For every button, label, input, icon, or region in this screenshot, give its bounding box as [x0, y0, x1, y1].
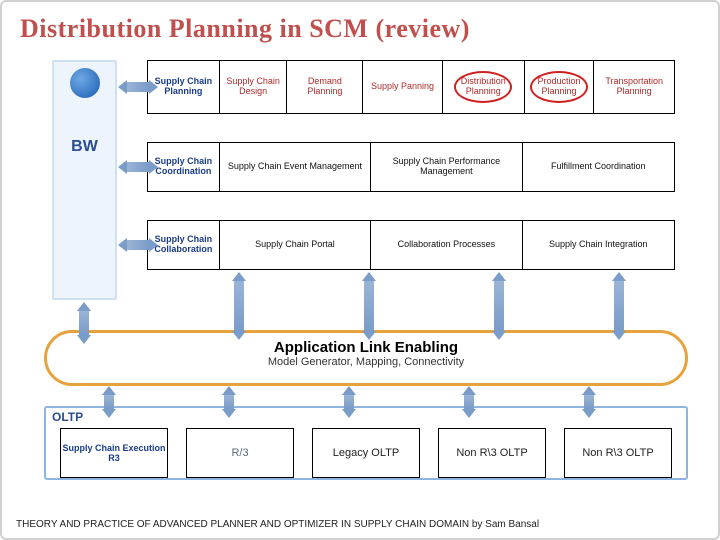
arrow-vertical-icon: [612, 272, 626, 340]
row-0-cell-4: Production Planning: [525, 61, 595, 113]
bw-label: BW: [71, 138, 98, 156]
oltp-box-3: Non R\3 OLTP: [438, 428, 546, 478]
row-0-cell-0: Supply Chain Design: [220, 61, 288, 113]
arrow-vertical-icon: [232, 272, 246, 340]
ale-subtitle: Model Generator, Mapping, Connectivity: [47, 356, 685, 368]
arrow-horizontal-icon: [118, 238, 158, 252]
footer-text: THEORY AND PRACTICE OF ADVANCED PLANNER …: [16, 519, 539, 530]
grid-row-0: Supply Chain PlanningSupply Chain Design…: [147, 60, 675, 114]
oltp-box-1: R/3: [186, 428, 294, 478]
page-title: Distribution Planning in SCM (review): [2, 2, 718, 50]
row-2-cell-2: Supply Chain Integration: [523, 221, 674, 269]
row-0-cell-5: Transportation Planning: [594, 61, 674, 113]
row-1-cell-1: Supply Chain Performance Management: [371, 143, 522, 191]
oltp-box-0: Supply Chain Execution R3: [60, 428, 168, 478]
arrow-vertical-icon: [492, 272, 506, 340]
oltp-box-2: Legacy OLTP: [312, 428, 420, 478]
grid-row-1: Supply Chain CoordinationSupply Chain Ev…: [147, 142, 675, 192]
oltp-label: OLTP: [52, 410, 83, 424]
arrow-horizontal-icon: [118, 80, 158, 94]
arrow-vertical-icon: [102, 386, 116, 418]
row-0-cell-2: Supply Panning: [363, 61, 443, 113]
row-2-cell-0: Supply Chain Portal: [220, 221, 371, 269]
arrow-vertical-icon: [342, 386, 356, 418]
oltp-box-4: Non R\3 OLTP: [564, 428, 672, 478]
row-1-cell-0: Supply Chain Event Management: [220, 143, 371, 191]
arrow-vertical-icon: [77, 302, 91, 344]
row-0-cell-3: Distribution Planning: [443, 61, 525, 113]
diagram-area: BW Supply Chain PlanningSupply Chain Des…: [32, 50, 688, 490]
row-0-cell-1: Demand Planning: [287, 61, 363, 113]
highlight-circle-icon: [530, 71, 588, 103]
row-label-1: Supply Chain Coordination: [148, 143, 220, 191]
row-2-cell-1: Collaboration Processes: [371, 221, 522, 269]
ale-title: Application Link Enabling: [47, 339, 685, 356]
arrow-vertical-icon: [362, 272, 376, 340]
highlight-circle-icon: [454, 71, 512, 103]
bw-column: BW: [52, 60, 117, 300]
grid-row-2: Supply Chain CollaborationSupply Chain P…: [147, 220, 675, 270]
arrow-horizontal-icon: [118, 160, 158, 174]
arrow-vertical-icon: [462, 386, 476, 418]
row-label-0: Supply Chain Planning: [148, 61, 220, 113]
arrow-vertical-icon: [582, 386, 596, 418]
arrow-vertical-icon: [222, 386, 236, 418]
row-label-2: Supply Chain Collaboration: [148, 221, 220, 269]
bw-globe-icon: [70, 68, 100, 98]
row-1-cell-2: Fulfillment Coordination: [523, 143, 674, 191]
